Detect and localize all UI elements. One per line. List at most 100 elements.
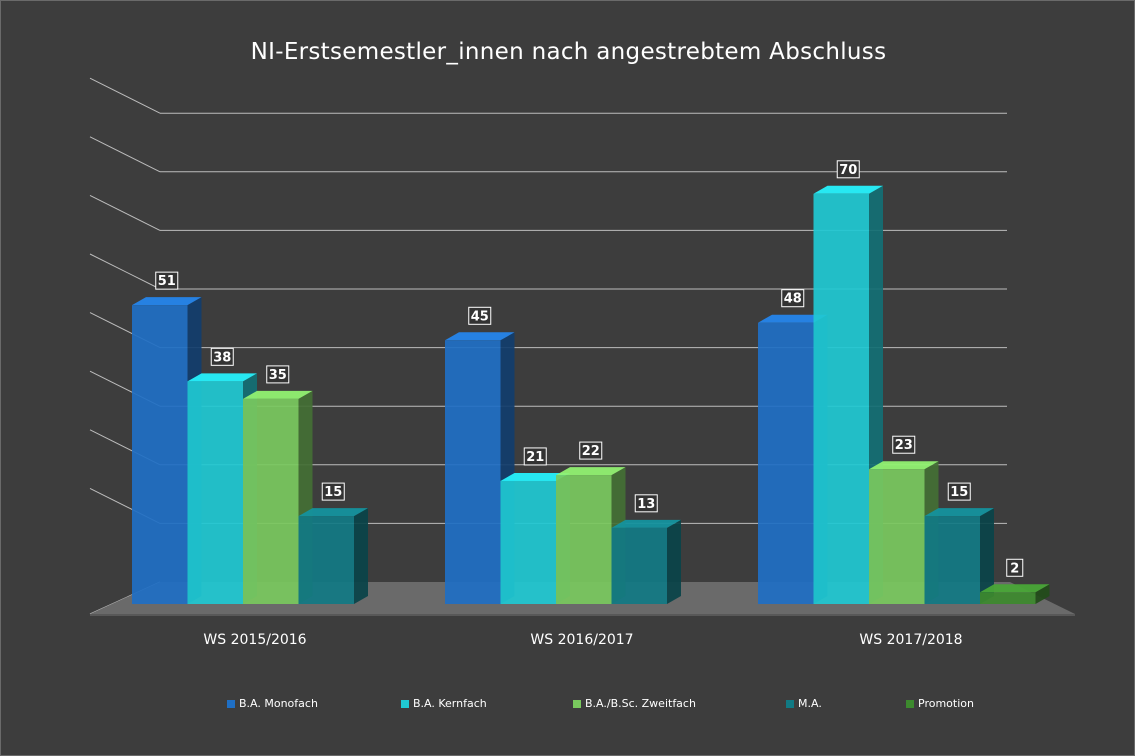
grid-diagonal [89,77,161,114]
bar-side [1035,584,1050,604]
bar [924,508,994,604]
data-label-text: 2 [1010,561,1019,576]
bar-front [132,305,188,604]
legend-item[interactable]: B.A. Monofach [227,697,318,710]
bar-front [869,469,925,604]
data-label: 22 [579,441,603,460]
legend: B.A. Monofach B.A. Kernfach B.A./B.Sc. Zwe… [0,697,1135,717]
data-label-text: 15 [324,485,342,500]
legend-swatch [401,699,409,708]
data-label-box [1006,558,1024,577]
legend-label: Promotion [918,697,974,710]
legend-item[interactable]: B.A. Kernfach [401,697,487,710]
bar-top [611,519,681,528]
bar-front [500,480,556,604]
data-label-box [947,482,971,501]
bar [980,584,1050,604]
data-label: 70 [836,160,860,179]
x-axis: WS 2015/2016 WS 2016/2017 WS 2017/2018 [203,632,962,648]
data-label-box [210,347,234,366]
data-label: 15 [947,482,971,501]
legend-item[interactable]: B.A./B.Sc. Zweitfach [573,697,696,710]
bar-top [758,314,828,323]
bar [298,508,368,604]
legend-label: B.A. Monofach [239,697,318,710]
legend-item[interactable]: M.A. [786,697,822,710]
x-tick-label: WS 2015/2016 [203,632,306,648]
grid-diagonal [89,194,161,231]
bar-top [813,185,883,194]
legend-label: B.A./B.Sc. Zweitfach [585,697,696,710]
data-label-box [892,435,916,454]
bars [132,185,1050,605]
bar-front [298,516,354,604]
data-label-text: 13 [637,497,655,512]
bar-front [813,193,869,605]
x-tick-label: WS 2017/2018 [859,632,962,648]
x-tick-label: WS 2016/2017 [530,632,633,648]
bar-top [132,297,202,306]
data-label: 21 [523,447,547,466]
bar-front [243,398,299,604]
data-label-box [523,447,547,466]
data-label: 2 [1006,558,1024,577]
bar-top [243,390,313,399]
data-label-text: 38 [213,350,231,365]
data-label: 45 [468,306,492,325]
bar-front [758,322,814,604]
legend-swatch [573,699,581,708]
bar [243,390,313,604]
legend-swatch [786,699,794,708]
bar-top [187,373,257,382]
floor-edge [90,614,1075,616]
grid-diagonal [89,253,161,290]
data-label-text: 51 [158,274,176,289]
bar-top [445,332,515,341]
bar-side [667,519,681,604]
bar-front [611,527,667,604]
bar-top [869,461,939,470]
bar [611,519,681,604]
bar-side [354,508,368,604]
bar-top [980,584,1050,593]
data-label-text: 23 [895,438,913,453]
bar-top [500,472,570,481]
bar-side [980,508,994,604]
legend-label: M.A. [798,697,822,710]
bar-top [924,508,994,517]
data-label-text: 22 [582,444,600,459]
data-label-box [634,494,658,513]
legend-swatch [227,699,235,708]
data-label-box [579,441,603,460]
legend-swatch [906,699,914,708]
bar-front [924,516,980,604]
data-label-box [836,160,860,179]
data-labels: 51 38 35 15 45 21 22 13 48 70 23 15 2 [155,160,1024,577]
data-label-text: 35 [269,368,287,383]
data-label: 23 [892,435,916,454]
data-label: 13 [634,494,658,513]
data-label: 51 [155,271,179,290]
data-label-text: 15 [950,485,968,500]
data-label-text: 70 [839,163,857,178]
legend-label: B.A. Kernfach [413,697,487,710]
bar-top [556,467,626,476]
data-label-text: 21 [526,450,544,465]
data-label-box [781,289,805,308]
data-label-box [266,365,290,384]
data-label: 38 [210,347,234,366]
data-label: 35 [266,365,290,384]
data-label: 48 [781,289,805,308]
data-label-box [468,306,492,325]
data-label-box [155,271,179,290]
bar-front [556,475,612,604]
bar-front [980,592,1036,604]
data-label-text: 48 [784,292,802,307]
chart-title: NI-Erstsemestler_innen nach angestrebtem… [250,39,887,65]
bar-top [298,508,368,517]
legend-item[interactable]: Promotion [906,697,974,710]
data-label-text: 45 [471,309,489,324]
data-label-box [321,482,345,501]
data-label: 15 [321,482,345,501]
